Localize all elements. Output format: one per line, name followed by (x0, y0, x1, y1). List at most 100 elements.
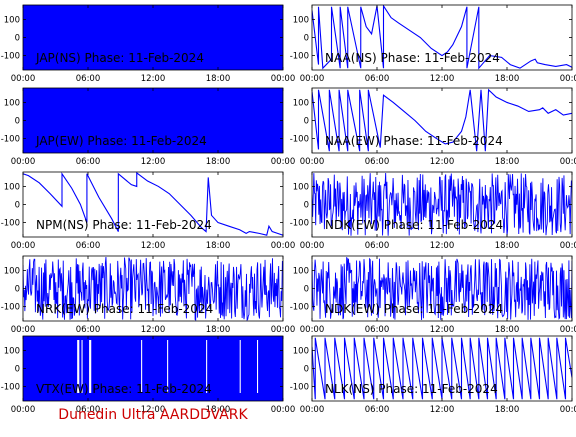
x-tick-label: 00:00 (271, 325, 296, 335)
y-tick-label: 100 (293, 98, 309, 108)
chart-panel: 1000-10000:0006:0012:0018:0000:00NAA(EW)… (290, 87, 576, 167)
x-tick-label: 00:00 (11, 241, 36, 251)
x-tick-label: 00:00 (560, 74, 576, 84)
x-tick-label: 12:00 (430, 405, 455, 415)
x-tick-label: 12:00 (141, 157, 166, 167)
x-tick-label: 00:00 (300, 241, 325, 251)
trace-fill (23, 88, 283, 153)
plot-area (23, 172, 283, 236)
plot-area (23, 336, 283, 401)
chart-panel: 1000-10000:0006:0012:0018:0000:00NDK(EW)… (290, 171, 576, 251)
panel-title: NPM(NS) Phase: 11-Feb-2024 (36, 218, 212, 232)
x-tick-label: 00:00 (560, 157, 576, 167)
x-tick-label: 18:00 (495, 157, 520, 167)
x-tick-label: 12:00 (141, 405, 166, 415)
trace-gap (239, 340, 241, 393)
chart-panel: 1000-10000:0006:0012:0018:0000:00NLK(NS)… (290, 335, 576, 415)
trace-gap (141, 340, 143, 393)
x-tick-label: 06:00 (76, 157, 101, 167)
x-tick-label: 00:00 (300, 325, 325, 335)
trace-fill (23, 5, 283, 70)
x-tick-label: 00:00 (11, 74, 36, 84)
x-tick-label: 00:00 (300, 157, 325, 167)
y-tick-label: -100 (290, 303, 309, 313)
chart-panel: 1000-10000:0006:0012:0018:0000:00NDK(EW)… (290, 255, 576, 335)
plot-area (23, 5, 283, 70)
plot-area (23, 256, 283, 321)
y-tick-label: 100 (4, 182, 20, 192)
x-tick-label: 00:00 (300, 405, 325, 415)
y-tick-label: -100 (1, 383, 20, 393)
x-tick-label: 12:00 (430, 74, 455, 84)
trace-line (312, 173, 572, 236)
panel-title: NAA(NS) Phase: 11-Feb-2024 (325, 51, 500, 65)
x-tick-label: 06:00 (365, 157, 390, 167)
x-tick-label: 18:00 (206, 157, 231, 167)
y-tick-label: 0 (15, 365, 20, 375)
y-tick-label: 100 (4, 98, 20, 108)
trace-line (312, 257, 572, 320)
x-tick-label: 06:00 (365, 74, 390, 84)
panel-title: JAP(NS) Phase: 11-Feb-2024 (35, 51, 204, 65)
y-tick-label: 100 (293, 266, 309, 276)
plot-area (312, 337, 572, 400)
y-tick-label: 0 (304, 117, 309, 127)
x-tick-label: 00:00 (11, 157, 36, 167)
y-tick-label: 0 (304, 285, 309, 295)
y-tick-label: -100 (290, 219, 309, 229)
x-tick-label: 12:00 (430, 241, 455, 251)
y-tick-label: 0 (15, 201, 20, 211)
panel-title: NDK(EW) Phase: 11-Feb-2024 (325, 302, 503, 316)
x-tick-label: 00:00 (271, 241, 296, 251)
x-tick-label: 18:00 (495, 325, 520, 335)
plot-area (312, 173, 572, 236)
y-tick-label: -100 (1, 135, 20, 145)
y-tick-label: 0 (304, 365, 309, 375)
x-tick-label: 06:00 (365, 325, 390, 335)
trace-gap (167, 340, 169, 393)
y-tick-label: 0 (15, 117, 20, 127)
trace-gap (77, 340, 80, 393)
plot-area (312, 257, 572, 320)
x-tick-label: 18:00 (495, 74, 520, 84)
y-tick-label: 100 (293, 15, 309, 25)
plot-area (312, 5, 572, 70)
panel-title: NLK(NS) Phase: 11-Feb-2024 (325, 382, 498, 396)
x-tick-label: 00:00 (560, 405, 576, 415)
x-tick-label: 00:00 (11, 325, 36, 335)
y-tick-label: 100 (4, 266, 20, 276)
trace-gap (257, 340, 259, 393)
trace-gap (81, 340, 83, 393)
x-tick-label: 18:00 (495, 241, 520, 251)
x-tick-label: 00:00 (560, 241, 576, 251)
trace-line (23, 256, 283, 321)
plot-area (312, 88, 572, 152)
y-tick-label: -100 (1, 52, 20, 62)
y-tick-label: 100 (293, 346, 309, 356)
panel-title: VTX(EW) Phase: 11-Feb-2024 (36, 382, 212, 396)
x-tick-label: 12:00 (141, 74, 166, 84)
x-tick-label: 00:00 (271, 74, 296, 84)
chart-panel: 100 0 -100 00:00 06:00 12:00 18:00 00:00 JAP(EW)… (1, 87, 295, 167)
x-tick-label: 06:00 (76, 74, 101, 84)
trace-gap (89, 340, 92, 393)
chart-panel: 1000-10000:0006:0012:0018:0000:00NAA(NS)… (290, 4, 576, 84)
trace-line (312, 337, 572, 400)
x-tick-label: 00:00 (560, 325, 576, 335)
plot-area (23, 88, 283, 153)
x-tick-label: 06:00 (365, 405, 390, 415)
trace-gap (206, 340, 208, 393)
x-tick-label: 06:00 (76, 241, 101, 251)
x-tick-label: 18:00 (206, 74, 231, 84)
y-tick-label: -100 (1, 303, 20, 313)
x-tick-label: 06:00 (365, 241, 390, 251)
x-tick-label: 18:00 (206, 325, 231, 335)
x-tick-label: 18:00 (206, 241, 231, 251)
y-tick-label: 100 (293, 182, 309, 192)
x-tick-label: 12:00 (430, 325, 455, 335)
panel-title: NDK(EW) Phase: 11-Feb-2024 (325, 218, 503, 232)
panel-title: NRK(EW) Phase: 11-Feb-2024 (36, 302, 213, 316)
